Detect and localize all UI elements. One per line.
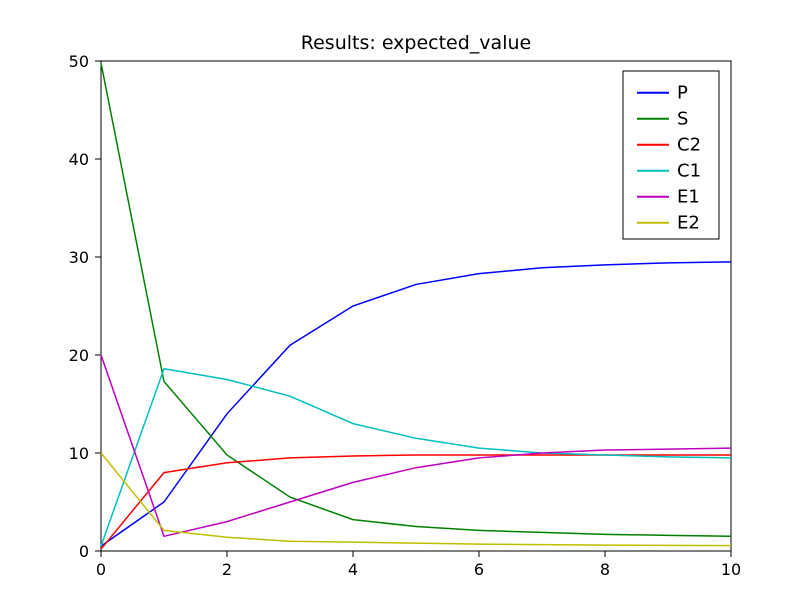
x-tick-label: 6 <box>474 560 484 579</box>
x-tick-label: 10 <box>721 560 741 579</box>
x-tick-label: 8 <box>600 560 610 579</box>
line-chart: 0 2 4 6 8 10 0 10 20 30 40 50 Results: expected_va… <box>0 0 812 612</box>
legend-label-E2: E2 <box>677 213 700 234</box>
legend-label-C2: C2 <box>677 135 701 156</box>
y-tick-label: 50 <box>69 52 89 71</box>
legend-label-S: S <box>677 109 688 130</box>
chart-background <box>0 0 812 612</box>
y-tick-label: 10 <box>69 444 89 463</box>
legend-label-P: P <box>677 83 688 104</box>
legend-label-E1: E1 <box>677 187 700 208</box>
y-tick-label: 0 <box>79 542 89 561</box>
y-tick-label: 30 <box>69 248 89 267</box>
chart-title: Results: expected_value <box>301 32 531 54</box>
x-tick-label: 4 <box>348 560 358 579</box>
legend-label-C1: C1 <box>677 161 701 182</box>
y-tick-label: 20 <box>69 346 89 365</box>
x-tick-label: 2 <box>222 560 232 579</box>
y-tick-label: 40 <box>69 150 89 169</box>
x-tick-label: 0 <box>96 560 106 579</box>
